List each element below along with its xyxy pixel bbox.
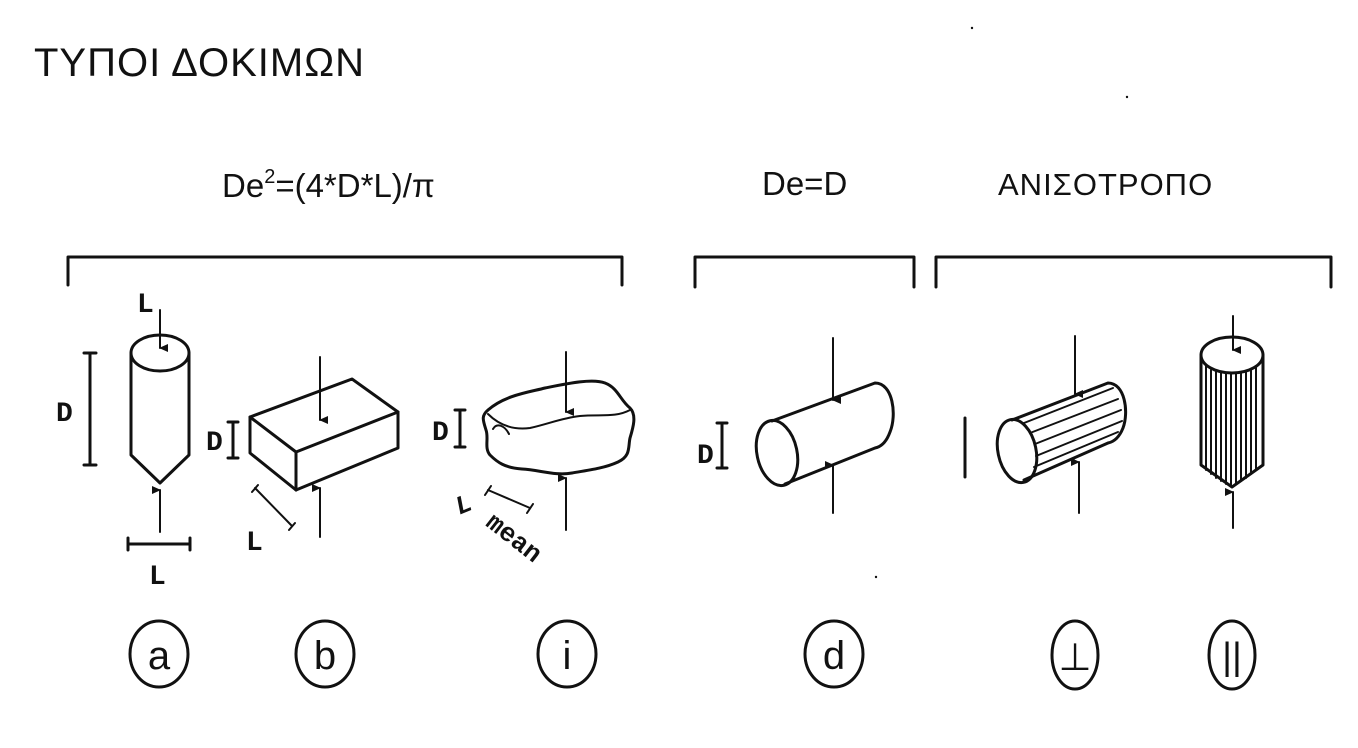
label-parallel-text: ||	[1222, 636, 1242, 678]
specimen-parallel-anisotropic-cylinder	[1199, 315, 1265, 529]
specimen-i-irregular-lump	[453, 351, 636, 531]
scan-speck	[1125, 95, 1129, 99]
specimen-d-height-label: D	[697, 441, 714, 472]
scan-speck	[970, 26, 974, 30]
label-parallel-circle: ||	[1207, 619, 1257, 691]
label-i-text: i	[563, 634, 572, 678]
diametral-group-bracket	[693, 255, 916, 289]
formula-group-bracket	[66, 255, 624, 287]
specimen-a-length-label: L	[149, 562, 166, 593]
specimen-b-length-label: L	[246, 528, 263, 559]
specimen-i-length-label: L	[451, 489, 477, 523]
formula-base: De	[222, 167, 264, 204]
specimen-b-block	[226, 356, 400, 538]
scan-speck	[874, 575, 878, 579]
anisotropic-group-bracket	[934, 255, 1333, 289]
label-i-circle: i	[536, 619, 598, 689]
specimen-b-height-label: D	[206, 428, 223, 459]
label-d-circle: d	[803, 619, 865, 689]
specimen-a-axial-cylinder	[82, 309, 192, 552]
label-a-circle: a	[128, 619, 190, 689]
specimen-d-diametral-cylinder	[715, 337, 895, 514]
specimen-i-length-subscript: mean	[480, 508, 548, 570]
specimen-a-height-label: D	[56, 399, 73, 430]
label-perpendicular-text: ⊥	[1058, 637, 1091, 679]
specimen-perpendicular-anisotropic-cylinder	[963, 335, 1128, 514]
label-a-text: a	[148, 634, 171, 678]
diametral-label: De=D	[762, 165, 847, 202]
formula-label: De2=(4*D*L)/π	[222, 166, 435, 204]
specimen-i-height-label: D	[432, 418, 449, 449]
specimen-a-load-label: L	[137, 290, 154, 321]
label-b-text: b	[314, 634, 336, 678]
formula-rest: =(4*D*L)/π	[275, 167, 434, 204]
page-title: ΤΥΠΟΙ ΔΟΚΙΜΩΝ	[34, 41, 365, 85]
formula-superscript: 2	[264, 166, 275, 188]
label-b-circle: b	[294, 619, 356, 689]
label-perpendicular-circle: ⊥	[1050, 619, 1100, 691]
anisotropic-label: ΑΝΙΣΟΤΡΟΠΟ	[998, 167, 1213, 202]
label-d-text: d	[823, 634, 845, 678]
